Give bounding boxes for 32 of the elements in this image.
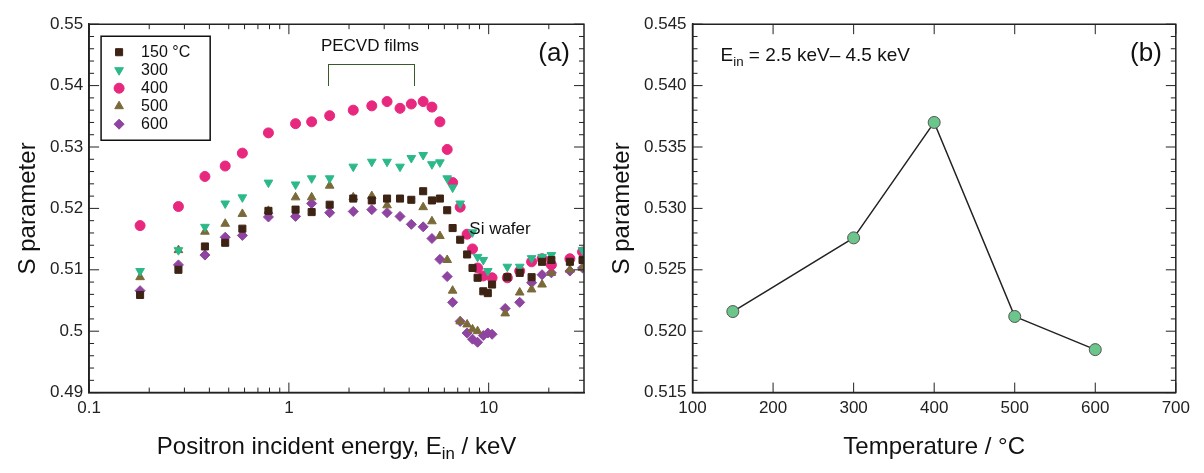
y-tick-label: 0.5: [59, 320, 84, 340]
x-tick-label: 1: [284, 398, 294, 418]
y-tick-label: 0.530: [643, 198, 687, 218]
y-tick-label: 0.545: [643, 13, 687, 33]
annotation: (b): [1130, 37, 1162, 68]
y-tick-label: 0.51: [49, 259, 84, 279]
y-tick-label: 0.540: [643, 75, 687, 95]
x-tick-label: 600: [1081, 398, 1110, 418]
y-tick-label: 0.525: [643, 259, 687, 279]
x-tick-label: 10: [479, 398, 499, 418]
annotation: Si wafer: [469, 218, 532, 238]
legend-label: 600: [141, 114, 168, 132]
y-tick-label: 0.52: [49, 198, 84, 218]
y-tick-label: 0.520: [643, 320, 687, 340]
x-tick-label: 500: [1000, 398, 1029, 418]
x-tick-label: 700: [1161, 398, 1191, 418]
x-tick-label: 400: [919, 398, 949, 418]
legend-label: 300: [141, 60, 168, 78]
x-tick-label: 300: [839, 398, 868, 418]
y-tick-label: 0.55: [49, 13, 84, 33]
y-axis-title: S parameter: [12, 142, 40, 275]
y-tick-label: 0.54: [49, 75, 84, 95]
legend-label: 500: [141, 96, 168, 114]
x-axis-title: Temperature / °C: [843, 431, 1026, 459]
annotation: (a): [538, 37, 570, 68]
legend-label: 400: [141, 78, 168, 96]
y-tick-label: 0.535: [643, 136, 687, 156]
x-tick-label: 200: [758, 398, 788, 418]
y-tick-label: 0.53: [49, 136, 84, 156]
annotation: PECVD films: [320, 35, 420, 55]
y-axis-title: S parameter: [606, 142, 634, 275]
legend-label: 150 °C: [141, 42, 191, 60]
